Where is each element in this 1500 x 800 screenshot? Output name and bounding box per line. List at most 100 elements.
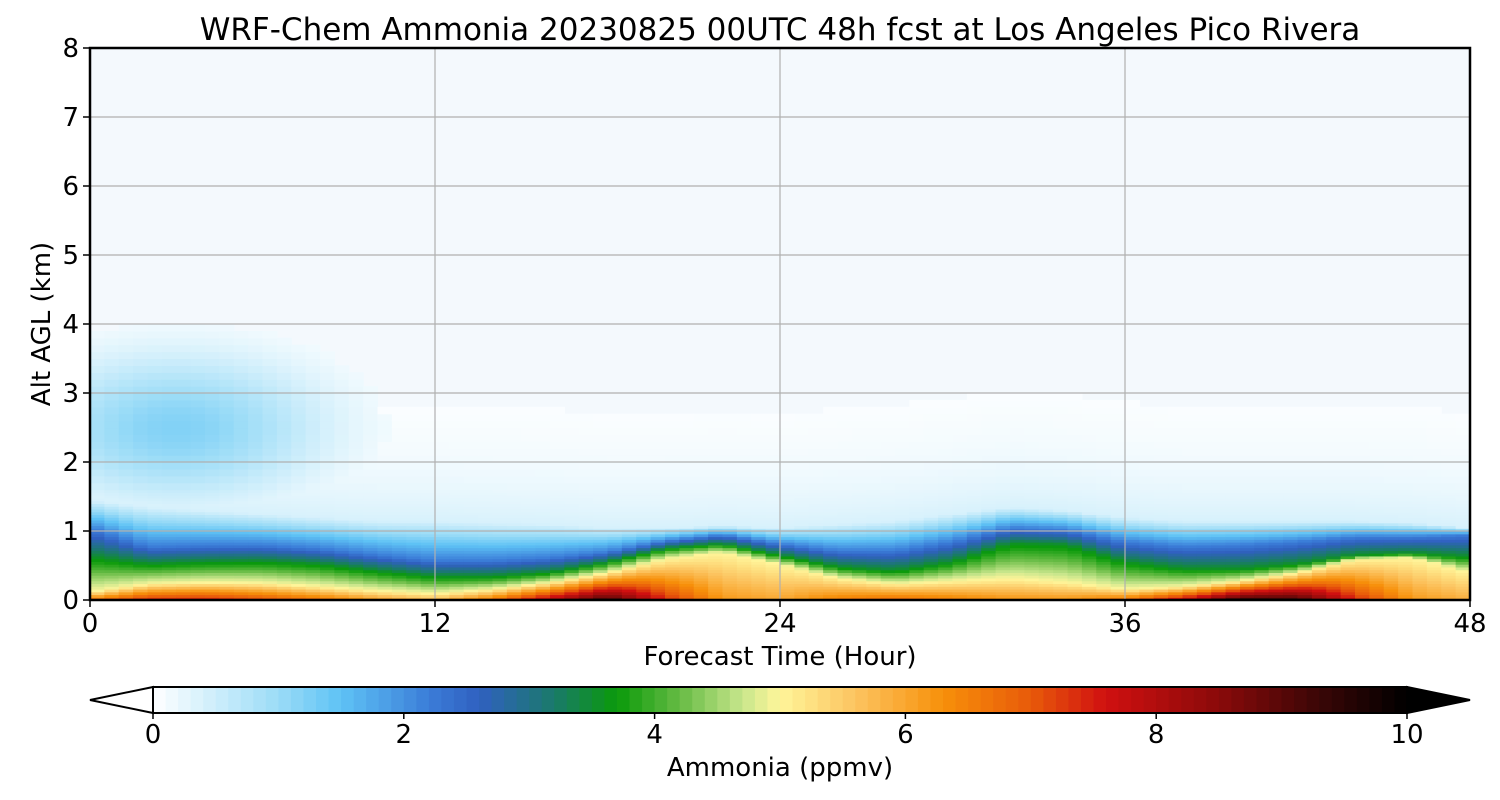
heatmap-cell xyxy=(1067,462,1083,470)
heatmap-cell xyxy=(837,441,853,449)
heatmap-cell xyxy=(205,533,220,538)
heatmap-cell xyxy=(334,489,350,493)
heatmap-cell xyxy=(938,441,954,449)
heatmap-cell xyxy=(1383,588,1399,593)
heatmap-cell xyxy=(492,427,508,435)
heatmap-cell xyxy=(320,399,335,408)
heatmap-cell xyxy=(650,482,666,491)
heatmap-cell xyxy=(938,413,954,422)
heatmap-cell xyxy=(463,572,479,576)
heatmap-cell xyxy=(679,517,695,521)
heatmap-cell xyxy=(708,533,724,538)
heatmap-cell xyxy=(1110,514,1126,518)
heatmap-cell xyxy=(823,533,839,538)
heatmap-cell xyxy=(363,558,379,562)
heatmap-cell xyxy=(851,427,867,435)
heatmap-cell xyxy=(578,588,594,593)
heatmap-cell xyxy=(521,406,537,415)
heatmap-cell xyxy=(463,558,479,562)
heatmap-cell xyxy=(1225,572,1241,576)
heatmap-cell xyxy=(1053,399,1069,408)
heatmap-cell xyxy=(1283,547,1299,551)
heatmap-cell xyxy=(909,547,925,551)
heatmap-cell xyxy=(1311,522,1327,527)
heatmap-cell xyxy=(1268,555,1284,560)
heatmap-cell xyxy=(406,553,422,557)
heatmap-cell xyxy=(1038,455,1054,463)
heatmap-cell xyxy=(248,399,264,408)
heatmap-cell xyxy=(348,528,364,532)
heatmap-cell xyxy=(1053,577,1069,582)
heatmap-cell xyxy=(1153,492,1169,496)
heatmap-cell xyxy=(1340,555,1356,560)
heatmap-cell xyxy=(1240,406,1255,415)
heatmap-cell xyxy=(995,533,1011,538)
heatmap-cell xyxy=(607,564,623,568)
heatmap-cell xyxy=(808,542,824,546)
heatmap-cell xyxy=(147,542,163,546)
heatmap-cell xyxy=(1010,553,1025,557)
heatmap-cell xyxy=(463,511,479,516)
heatmap-cell xyxy=(1240,564,1255,568)
heatmap-cell xyxy=(851,531,867,535)
heatmap-cell xyxy=(391,522,407,527)
heatmap-cell xyxy=(564,475,580,484)
heatmap-cell xyxy=(133,462,149,470)
heatmap-cell xyxy=(593,506,609,510)
heatmap-cell xyxy=(765,536,781,540)
heatmap-cell xyxy=(952,399,968,408)
heatmap-cell xyxy=(190,503,206,507)
heatmap-cell xyxy=(765,517,781,521)
heatmap-cell xyxy=(564,558,580,562)
heatmap-cell xyxy=(90,586,105,590)
heatmap-cell xyxy=(1383,503,1399,507)
heatmap-cell xyxy=(1254,495,1270,499)
heatmap-cell xyxy=(550,580,565,585)
heatmap-cell xyxy=(1196,508,1212,513)
heatmap-cell xyxy=(621,489,637,493)
heatmap-cell xyxy=(1110,462,1126,470)
heatmap-cell xyxy=(1168,448,1184,456)
heatmap-cell xyxy=(636,462,652,470)
heatmap-cell xyxy=(966,406,982,415)
heatmap-cell xyxy=(219,547,235,551)
heatmap-cell xyxy=(823,413,839,422)
heatmap-cell xyxy=(966,588,982,593)
heatmap-cell xyxy=(377,514,393,518)
heatmap-cell xyxy=(1326,547,1342,551)
heatmap-cell xyxy=(391,566,407,571)
heatmap-cell xyxy=(1168,553,1184,557)
heatmap-cell xyxy=(219,569,235,573)
heatmap-cell xyxy=(90,517,105,521)
heatmap-cell xyxy=(248,525,264,529)
heatmap-cell xyxy=(320,420,335,429)
heatmap-cell xyxy=(1153,547,1169,551)
heatmap-cell xyxy=(1268,531,1284,535)
heatmap-cell xyxy=(133,542,149,546)
heatmap-cell xyxy=(1168,514,1184,518)
heatmap-cell xyxy=(276,372,292,380)
heatmap-cell xyxy=(118,550,134,554)
heatmap-cell xyxy=(1081,594,1097,598)
heatmap-cell xyxy=(276,528,292,532)
heatmap-cell xyxy=(463,555,479,560)
heatmap-cell xyxy=(808,569,824,573)
heatmap-cell xyxy=(262,468,278,477)
heatmap-cell xyxy=(1110,434,1126,442)
heatmap-cell xyxy=(463,580,479,585)
heatmap-cell xyxy=(981,522,997,527)
heatmap-cell xyxy=(1038,427,1054,435)
heatmap-cell xyxy=(693,531,709,535)
heatmap-cell xyxy=(535,528,551,532)
heatmap-cell xyxy=(391,508,407,513)
heatmap-cell xyxy=(1283,588,1299,593)
heatmap-cell xyxy=(1110,553,1126,557)
heatmap-cell xyxy=(449,492,465,496)
heatmap-cell xyxy=(147,448,163,456)
heatmap-cell xyxy=(118,508,134,513)
heatmap-cell xyxy=(895,497,910,502)
heatmap-cell xyxy=(995,536,1011,540)
heatmap-cell xyxy=(1053,462,1069,470)
heatmap-cell xyxy=(262,517,278,521)
heatmap-cell xyxy=(564,583,580,587)
